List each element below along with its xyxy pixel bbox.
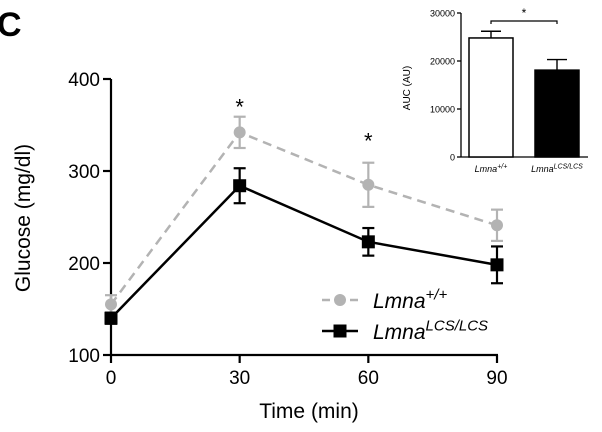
inset-category-label: Lmna+/+: [475, 163, 508, 174]
main-legend: Lmna+/+LmnaLCS/LCS: [322, 287, 488, 344]
inset-category-label-name: Lmna: [531, 164, 554, 174]
inset-category-label: LmnaLCS/LCS: [531, 163, 583, 174]
series-line: [109, 130, 498, 306]
inset-bars: Lmna+/+ LmnaLCS/LCS*: [468, 6, 583, 174]
data-point: [233, 126, 246, 139]
series-1: [105, 115, 503, 315]
inset-y-tick-label: 30000: [430, 9, 455, 19]
legend-label: Lmna+/+: [373, 287, 447, 313]
inset-y-tick-label: 10000: [430, 105, 455, 115]
series-2: [104, 167, 504, 325]
significance-marker: *: [235, 95, 244, 120]
x-tick-label: 60: [358, 368, 379, 389]
legend-marker: [333, 324, 347, 338]
main-series: **: [104, 95, 504, 325]
inset-significance-marker: *: [522, 6, 527, 20]
y-tick-label: 200: [68, 254, 100, 275]
inset-category-label-name: Lmna: [475, 164, 498, 174]
x-axis-title: Time (min): [259, 400, 359, 423]
data-point: [490, 258, 504, 272]
legend-marker: [334, 294, 346, 306]
y-axis-title: Glucose (mg/dl): [12, 144, 35, 292]
data-point: [491, 219, 503, 232]
legend-item-2: LmnaLCS/LCS: [322, 318, 488, 344]
panel-label: C: [0, 6, 22, 44]
inset-y-tick-label: 20000: [430, 57, 455, 67]
inset-y-tick-label: 0: [450, 153, 455, 163]
main-axes: 100 200 300 400 0 30 60 90: [68, 70, 507, 389]
x-tick-label: 30: [229, 368, 250, 389]
inset-category-superscript: LCS/LCS: [554, 163, 584, 170]
x-tick-label: 0: [106, 368, 117, 389]
legend-label-name: Lmna: [373, 290, 426, 313]
inset-bar: [534, 69, 580, 158]
y-tick-label: 100: [68, 346, 100, 367]
inset-significance-bracket: [490, 20, 558, 24]
legend-label-superscript: LCS/LCS: [426, 318, 489, 335]
legend-label-superscript: +/+: [426, 287, 448, 304]
y-tick-label: 400: [68, 70, 100, 91]
legend-label-name: Lmna: [373, 321, 426, 344]
inset-bar: [468, 37, 514, 158]
y-tick-label: 300: [68, 162, 100, 183]
series-line: [110, 184, 498, 320]
legend-label: LmnaLCS/LCS: [373, 318, 488, 344]
data-point: [104, 311, 118, 325]
inset-y-axis-title: AUC (AU): [402, 66, 413, 110]
data-point: [362, 178, 375, 191]
data-point: [105, 298, 117, 311]
data-point: [233, 179, 247, 193]
legend-item-1: Lmna+/+: [322, 287, 447, 313]
data-point: [361, 235, 375, 249]
significance-marker: *: [364, 129, 373, 154]
inset-category-superscript: +/+: [497, 163, 507, 170]
x-tick-label: 90: [486, 368, 507, 389]
